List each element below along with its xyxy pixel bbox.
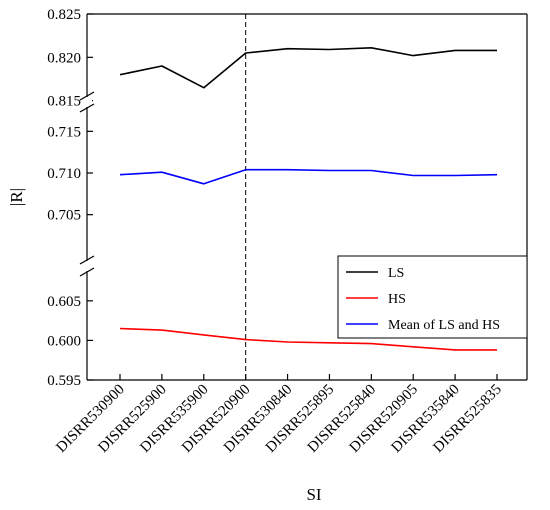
y-tick-label: 0.715 bbox=[47, 124, 81, 140]
legend: LS HS Mean of LS and HS bbox=[337, 255, 528, 339]
series-group bbox=[119, 46, 498, 351]
y-tick-label: 0.820 bbox=[47, 50, 81, 66]
plot-frame bbox=[86, 13, 528, 381]
y-tick-label: 0.825 bbox=[47, 7, 81, 23]
y-tick-label: 0.710 bbox=[47, 166, 81, 182]
x-axis: DISRR530900DISRR525900DISRR535900DISRR52… bbox=[53, 374, 505, 456]
y-axis-label: |R| bbox=[7, 188, 26, 206]
y-axis: 0.595 0.600 0.605 0.705 0.710 0.715 0.815 0.820… bbox=[47, 7, 93, 389]
axis-break-gap bbox=[82, 261, 92, 271]
legend-label: Mean of LS and HS bbox=[388, 318, 500, 333]
axis-break-gap bbox=[82, 97, 92, 107]
series-line-hs bbox=[119, 327, 497, 351]
legend-label: HS bbox=[388, 292, 406, 307]
series-line-ls bbox=[119, 46, 497, 89]
y-tick-label: 0.705 bbox=[47, 208, 81, 224]
y-tick-label: 0.815 bbox=[47, 94, 81, 110]
y-tick-label: 0.600 bbox=[47, 333, 81, 349]
axis-break-slash bbox=[79, 267, 95, 277]
axis-break-slash bbox=[79, 91, 95, 101]
axis-break-group bbox=[79, 91, 95, 277]
y-tick-label: 0.595 bbox=[47, 373, 81, 389]
x-axis-label: SI bbox=[306, 485, 321, 504]
axis-break-slash bbox=[79, 103, 95, 113]
axis-break-slash bbox=[79, 255, 95, 265]
y-tick-label: 0.605 bbox=[47, 294, 81, 310]
legend-label: LS bbox=[388, 266, 404, 281]
series-line-mean-of-ls-and-hs bbox=[119, 168, 498, 185]
